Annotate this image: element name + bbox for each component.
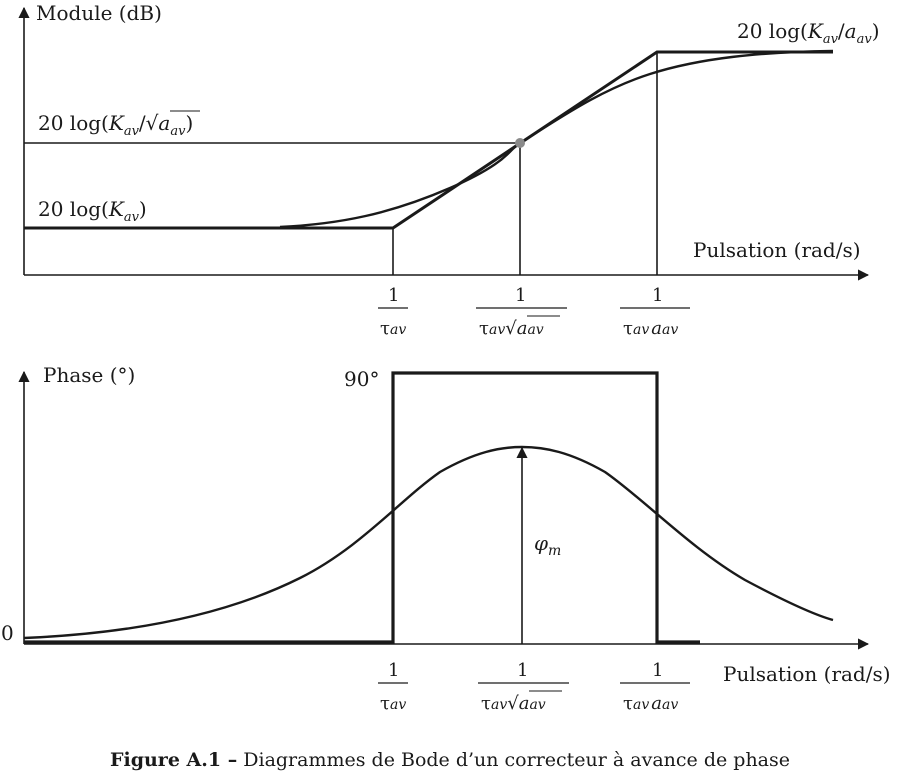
figure-caption-text: Diagrammes de Bode d’un correcteur à ava…	[237, 749, 790, 771]
module-x-axis-label: Pulsation (rad/s)	[693, 238, 861, 262]
svg-text:τav√aav: τav√aav	[481, 693, 546, 714]
phase-asymptote	[24, 371, 700, 644]
svg-text:1: 1	[652, 660, 663, 681]
module-tick-1: 1 τav	[378, 285, 408, 339]
module-level-high-label: 20 log(Kav/aav)	[737, 19, 880, 47]
module-level-mid-label: 20 log(Kav/√aav)	[38, 111, 193, 139]
svg-text:τav: τav	[380, 318, 406, 339]
phase-tick-1: 1 τav	[378, 660, 408, 714]
module-tick-2: 1 τav√aav	[476, 285, 567, 339]
figure-caption-label: Figure A.1 –	[110, 749, 237, 771]
module-real-curve	[279, 49, 834, 229]
module-y-axis-label: Module (dB)	[36, 1, 162, 25]
module-tick-3: 1 τav aav	[620, 285, 690, 339]
module-level-low-label: 20 log(Kav)	[38, 197, 147, 225]
svg-text:1: 1	[388, 660, 399, 681]
phase-max-label: 90°	[344, 367, 379, 391]
module-inflection-point	[515, 138, 525, 148]
svg-text:1: 1	[388, 285, 399, 306]
svg-text:τav: τav	[380, 693, 406, 714]
phase-tick-3: 1 τav aav	[620, 660, 690, 714]
svg-text:τav√aav: τav√aav	[479, 318, 544, 339]
phase-phi-label: φm	[534, 531, 561, 559]
phase-y-axis-label: Phase (°)	[43, 363, 135, 387]
module-plot: Module (dB) Pulsation (rad/s) 20 log(Kav…	[18, 1, 880, 339]
svg-text:1: 1	[515, 285, 526, 306]
phase-x-axis-label: Pulsation (rad/s)	[723, 662, 891, 686]
phase-real-curve	[23, 445, 834, 640]
figure-caption: Figure A.1 – Diagrammes de Bode d’un cor…	[110, 749, 790, 771]
phase-tick-2: 1 τav√aav	[478, 660, 569, 714]
phase-zero-label: 0	[1, 621, 14, 645]
phase-plot: Phase (°) Pulsation (rad/s) 0 90° φm 1 τ…	[1, 363, 891, 714]
svg-text:1: 1	[517, 660, 528, 681]
svg-text:1: 1	[652, 285, 663, 306]
